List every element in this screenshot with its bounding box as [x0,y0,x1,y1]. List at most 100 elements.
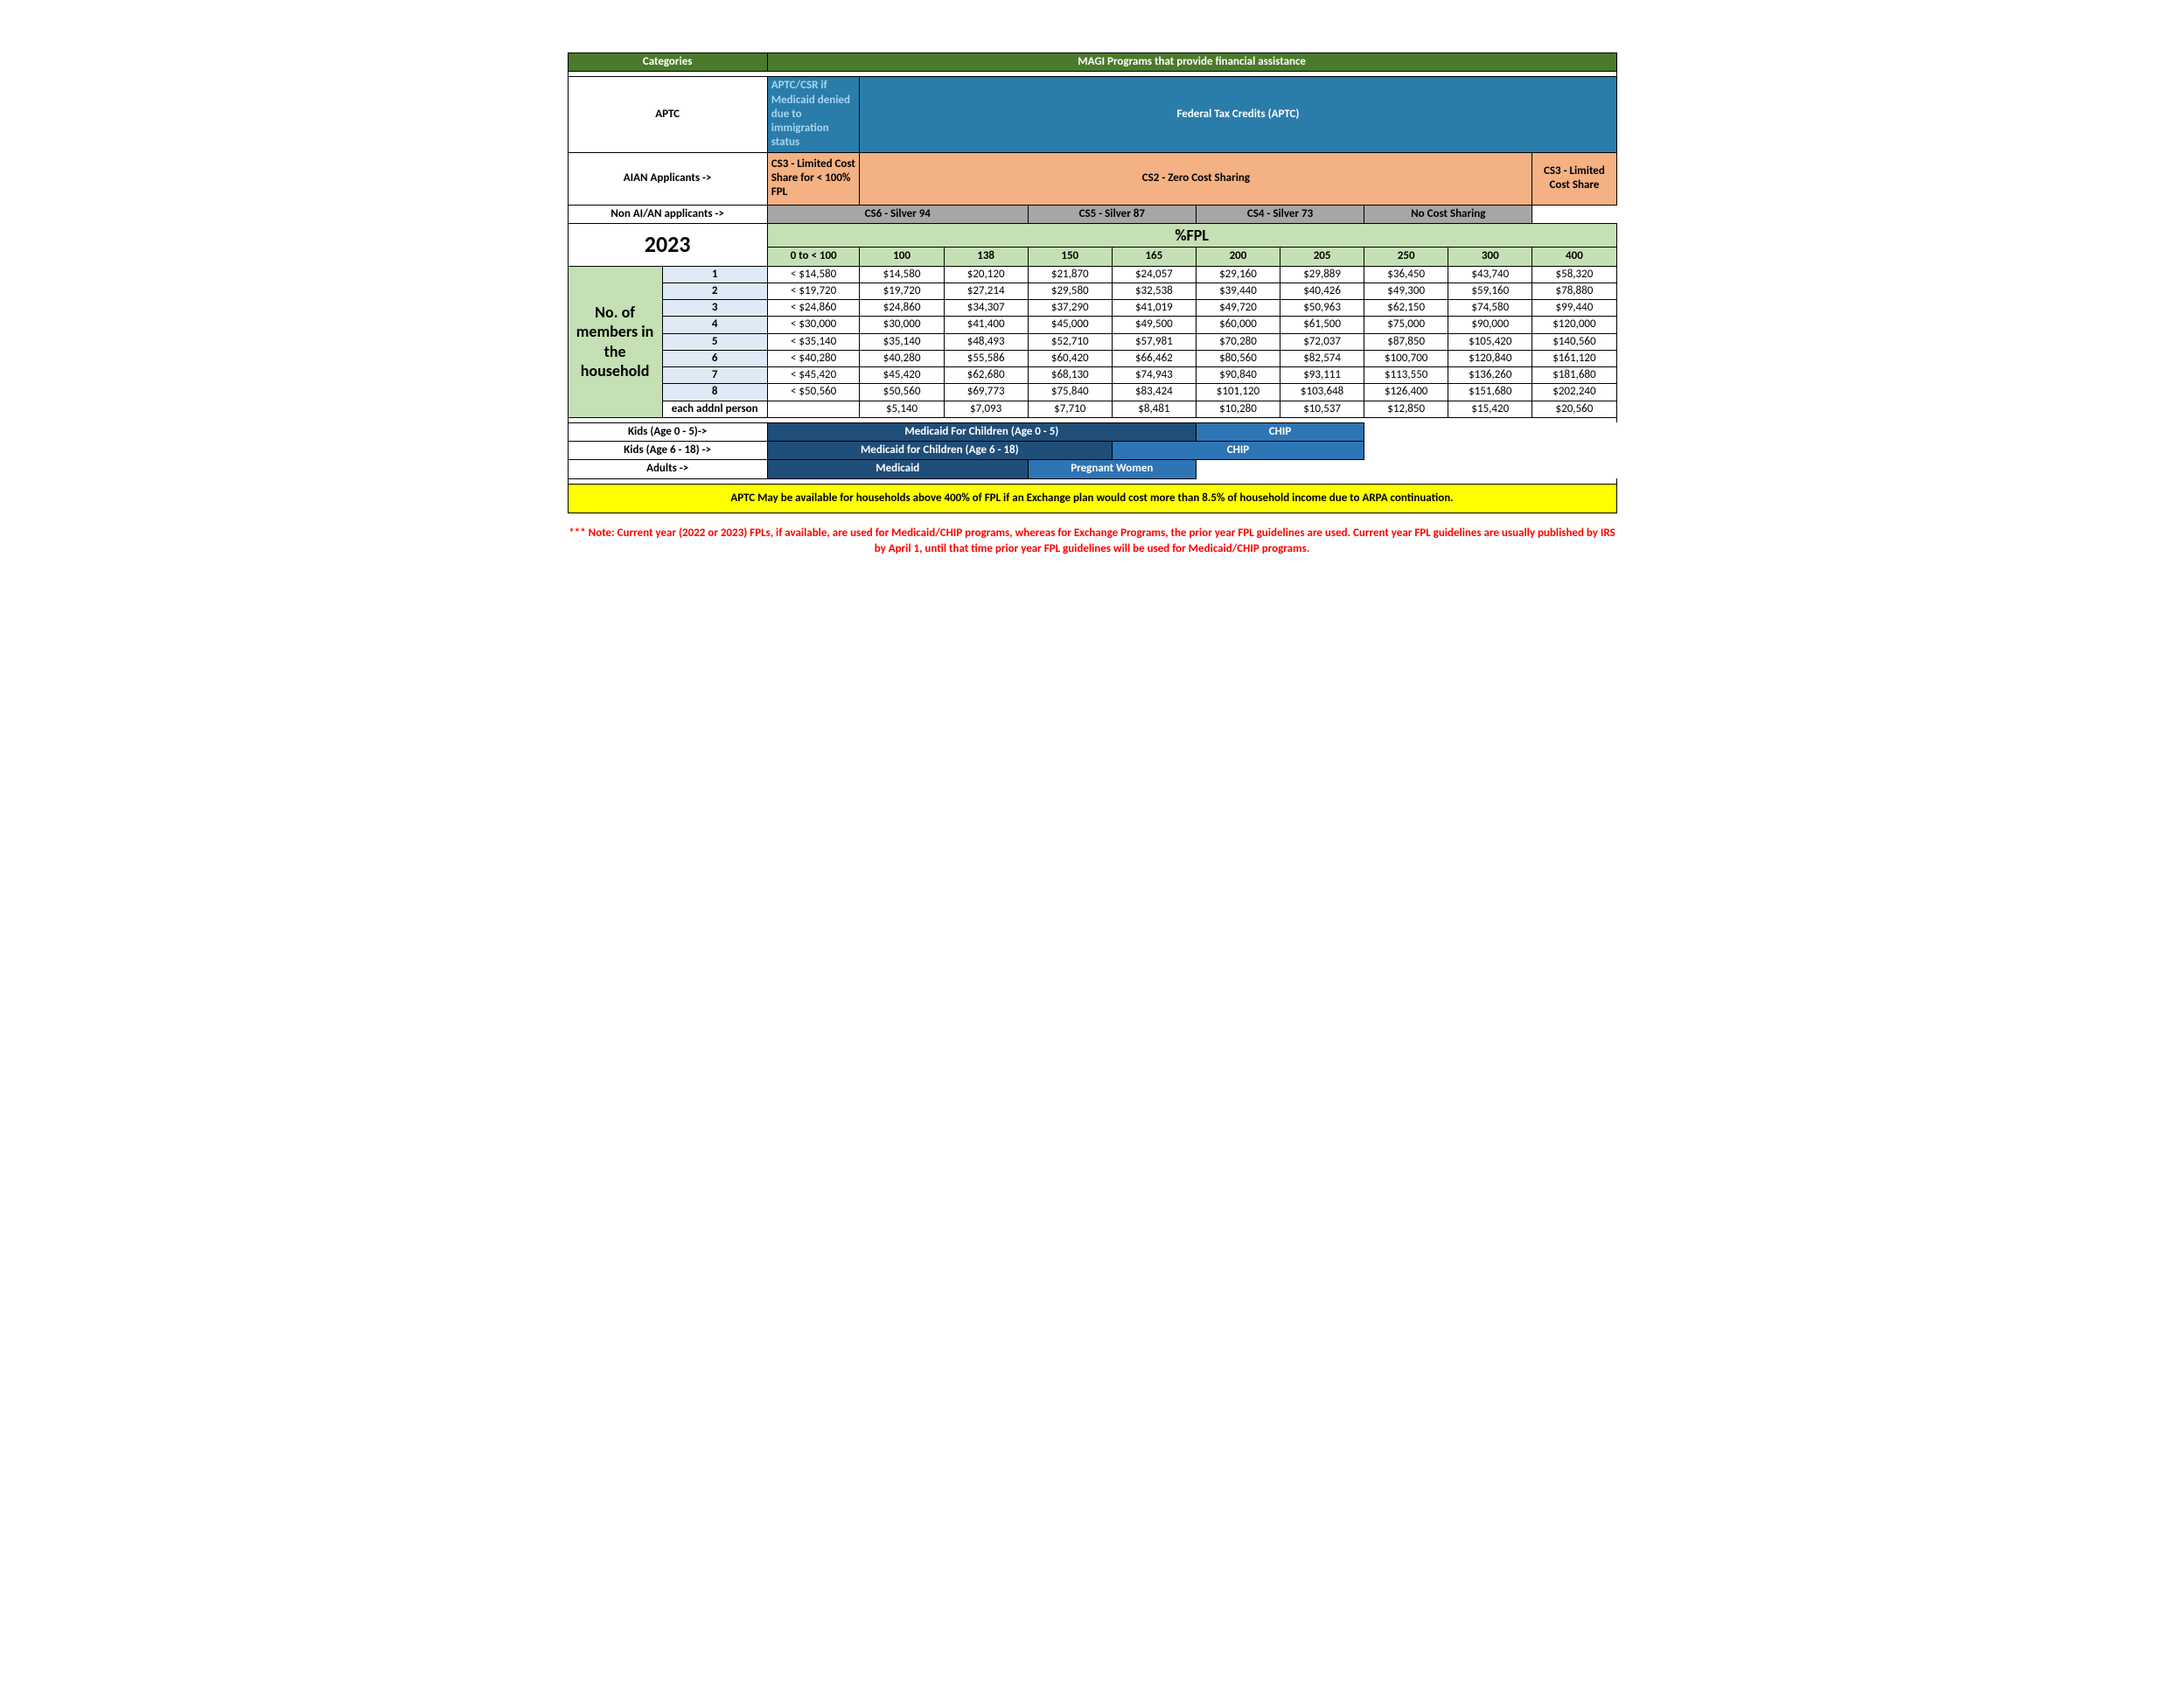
cell: < $40,280 [767,350,860,366]
cell: $68,130 [1028,367,1112,384]
cell: $41,400 [944,317,1028,333]
cell: $37,290 [1028,300,1112,317]
fpl-col: 250 [1364,248,1448,266]
cell: $35,140 [860,333,944,350]
cell: $75,840 [1028,384,1112,401]
cell: $83,424 [1112,384,1196,401]
cell: $100,700 [1364,350,1448,366]
cell: $82,574 [1280,350,1364,366]
fpl-col: 205 [1280,248,1364,266]
cell: $12,850 [1364,401,1448,417]
cell: $49,300 [1364,282,1448,299]
cell: $49,720 [1196,300,1280,317]
aptc-note: APTC/CSR if Medicaid denied due to immig… [767,77,860,152]
cell: $60,420 [1028,350,1112,366]
hh-n: 4 [662,317,767,333]
cell: $93,111 [1280,367,1364,384]
cell: $161,120 [1532,350,1616,366]
cell: $40,280 [860,350,944,366]
kids05-medicaid: Medicaid For Children (Age 0 - 5) [767,422,1196,441]
cell: $29,580 [1028,282,1112,299]
cell: $74,580 [1448,300,1532,317]
cell: $101,120 [1196,384,1280,401]
cell: $29,889 [1280,266,1364,282]
table-row: 4 < $30,000$30,000$41,400$45,000$49,500$… [568,317,1616,333]
cell: $41,019 [1112,300,1196,317]
cell: $140,560 [1532,333,1616,350]
fpl-col: 200 [1196,248,1280,266]
cell: $10,537 [1280,401,1364,417]
table-row: 3 < $24,860$24,860$34,307$37,290$41,019$… [568,300,1616,317]
table-row: each addnl person $5,140$7,093$7,710$8,4… [568,401,1616,417]
cell: $80,560 [1196,350,1280,366]
nonai-label: Non AI/AN applicants -> [568,205,767,223]
cell: $10,280 [1196,401,1280,417]
cell: $19,720 [860,282,944,299]
cell: < $19,720 [767,282,860,299]
cell: $45,420 [860,367,944,384]
cell: $62,680 [944,367,1028,384]
table-row: No. of members in the household 1 < $14,… [568,266,1616,282]
nonai-cs4: CS4 - Silver 73 [1196,205,1364,223]
cell: $57,981 [1112,333,1196,350]
hh-n: 3 [662,300,767,317]
nonai-cs6: CS6 - Silver 94 [767,205,1028,223]
cell: $50,560 [860,384,944,401]
cell: $29,160 [1196,266,1280,282]
hh-n: 1 [662,266,767,282]
cell: $39,440 [1196,282,1280,299]
cell: $74,943 [1112,367,1196,384]
cell: $48,493 [944,333,1028,350]
table-row: 8 < $50,560$50,560$69,773$75,840$83,424$… [568,384,1616,401]
yellow-note: APTC May be available for households abo… [568,484,1616,513]
cell: $50,963 [1280,300,1364,317]
aian-cs2: CS2 - Zero Cost Sharing [860,152,1532,205]
cell: $20,120 [944,266,1028,282]
hh-n: 6 [662,350,767,366]
cell: $21,870 [1028,266,1112,282]
hh-n: 7 [662,367,767,384]
fpl-col: 400 [1532,248,1616,266]
table-row: 7 < $45,420$45,420$62,680$68,130$74,943$… [568,367,1616,384]
hh-label: No. of members in the household [568,266,662,417]
cell: $40,426 [1280,282,1364,299]
cell: $126,400 [1364,384,1448,401]
nonai-none: No Cost Sharing [1364,205,1532,223]
hh-n: 5 [662,333,767,350]
cell: < $24,860 [767,300,860,317]
fpl-col: 165 [1112,248,1196,266]
table-row: 5 < $35,140$35,140$48,493$52,710$57,981$… [568,333,1616,350]
cell: $60,000 [1196,317,1280,333]
cell: < $45,420 [767,367,860,384]
cell: $43,740 [1448,266,1532,282]
cell: $5,140 [860,401,944,417]
kids618-label: Kids (Age 6 - 18) -> [568,442,767,460]
kids05-chip: CHIP [1196,422,1364,441]
cell: $70,280 [1196,333,1280,350]
cell: $61,500 [1280,317,1364,333]
adults-medicaid: Medicaid [767,460,1028,478]
kids618-chip: CHIP [1112,442,1364,460]
cell: $7,710 [1028,401,1112,417]
cell: $151,680 [1448,384,1532,401]
fpl-col: 150 [1028,248,1112,266]
aian-cs3b: CS3 - Limited Cost Share [1532,152,1616,205]
cell: $120,840 [1448,350,1532,366]
cell: $75,000 [1364,317,1448,333]
aian-label: AIAN Applicants -> [568,152,767,205]
cell: $90,840 [1196,367,1280,384]
cell: $15,420 [1448,401,1532,417]
cell: $49,500 [1112,317,1196,333]
fpl-col: 100 [860,248,944,266]
header-magi: MAGI Programs that provide financial ass… [767,53,1616,72]
nonai-cs5: CS5 - Silver 87 [1028,205,1196,223]
adults-pregnant: Pregnant Women [1028,460,1196,478]
cell: $202,240 [1532,384,1616,401]
fpl-col: 0 to < 100 [767,248,860,266]
cell: $90,000 [1448,317,1532,333]
fpl-table: Categories MAGI Programs that provide fi… [568,52,1617,513]
cell: < $30,000 [767,317,860,333]
cell: $87,850 [1364,333,1448,350]
cell: $72,037 [1280,333,1364,350]
kids05-label: Kids (Age 0 - 5)-> [568,422,767,441]
